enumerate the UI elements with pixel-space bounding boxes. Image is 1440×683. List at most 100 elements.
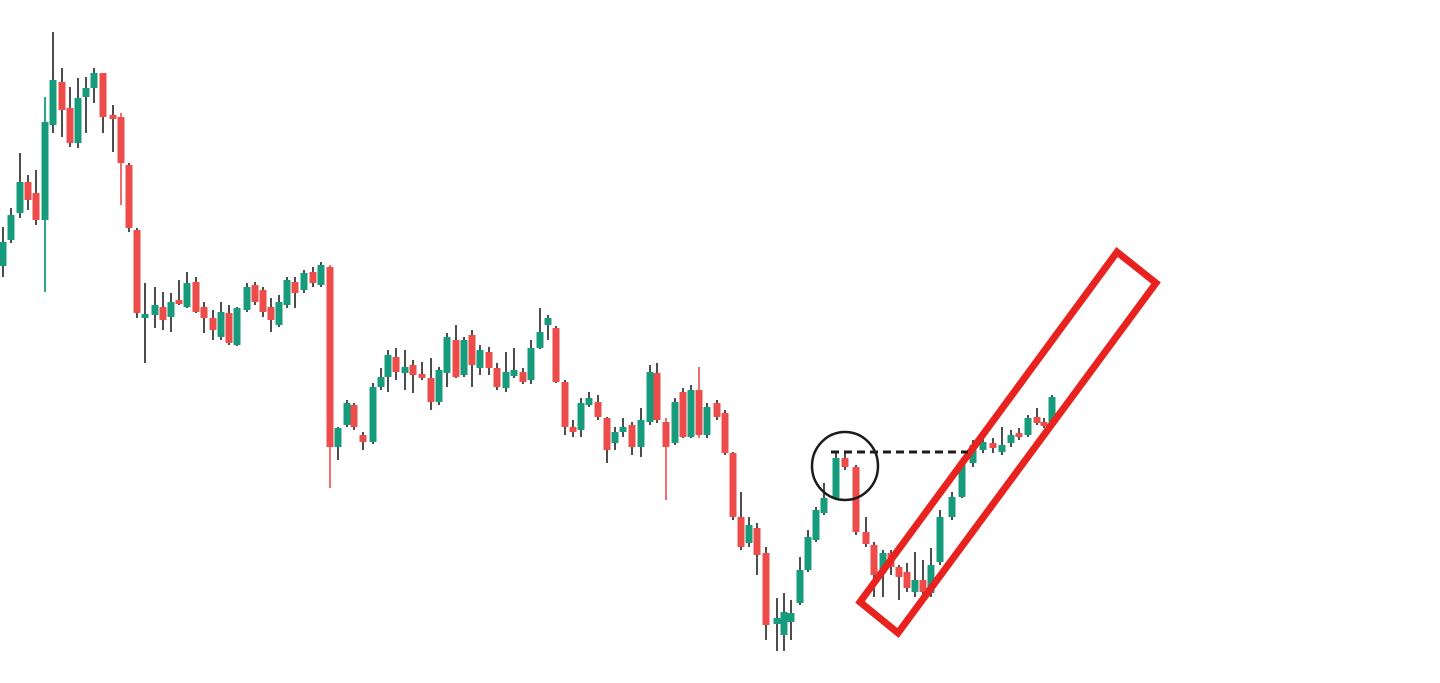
candle-body bbox=[251, 285, 259, 302]
candle-body bbox=[662, 422, 670, 447]
candle-body bbox=[671, 402, 679, 443]
candle-body bbox=[841, 458, 849, 467]
candle-body bbox=[737, 517, 745, 547]
candle-body bbox=[300, 273, 308, 290]
candle-down bbox=[679, 388, 687, 438]
candle-down bbox=[903, 563, 911, 592]
candle-down bbox=[359, 432, 367, 450]
candle-up bbox=[167, 293, 175, 332]
candle-body bbox=[109, 115, 117, 119]
candle-down bbox=[561, 380, 569, 435]
candle-body bbox=[536, 332, 544, 348]
candle-down bbox=[862, 517, 870, 547]
candle-down bbox=[117, 113, 125, 205]
candle-body bbox=[401, 367, 409, 373]
candle-body bbox=[99, 73, 107, 117]
candle-body bbox=[577, 403, 585, 430]
candle-body bbox=[862, 532, 870, 544]
candle-body bbox=[334, 428, 342, 447]
candle-down bbox=[729, 452, 737, 520]
candle-body bbox=[895, 567, 903, 577]
candle-down bbox=[713, 400, 721, 420]
candle-body bbox=[870, 545, 878, 575]
candle-down bbox=[493, 363, 501, 390]
candle-body bbox=[159, 307, 167, 320]
candle-body bbox=[958, 463, 966, 497]
candle-down bbox=[418, 362, 426, 380]
candle-body bbox=[852, 467, 860, 532]
candle-body bbox=[125, 165, 133, 228]
candle-down bbox=[1033, 408, 1041, 425]
candle-up bbox=[1024, 415, 1032, 437]
candle-body bbox=[703, 407, 711, 435]
candle-down bbox=[175, 280, 183, 305]
candle-down bbox=[200, 302, 208, 333]
candle-body bbox=[1024, 418, 1032, 435]
candle-body bbox=[502, 372, 510, 388]
candle-down bbox=[653, 363, 661, 423]
candle-down bbox=[841, 453, 849, 470]
candle-body bbox=[1015, 433, 1023, 437]
candle-body bbox=[585, 398, 593, 405]
candle-body bbox=[267, 307, 275, 320]
candle-body bbox=[0, 242, 7, 266]
candle-up bbox=[611, 427, 619, 450]
candle-down bbox=[326, 265, 334, 488]
candle-body bbox=[476, 350, 484, 368]
candle-body bbox=[812, 510, 820, 540]
candle-up bbox=[544, 315, 552, 340]
candle-up bbox=[377, 368, 385, 390]
candle-up bbox=[936, 510, 944, 565]
candle-down bbox=[695, 367, 703, 438]
candle-body bbox=[317, 265, 325, 285]
candle-body bbox=[780, 612, 788, 635]
candle-up bbox=[82, 77, 90, 133]
candle-up bbox=[787, 600, 795, 640]
candle-up bbox=[141, 283, 149, 363]
candle-down bbox=[192, 277, 200, 313]
candle-body bbox=[175, 300, 183, 304]
candle-body bbox=[1033, 417, 1041, 423]
candle-up bbox=[911, 552, 919, 597]
candle-body bbox=[141, 314, 149, 318]
candle-body bbox=[773, 618, 781, 624]
candle-body bbox=[510, 370, 518, 376]
candle-body bbox=[452, 340, 460, 377]
candle-down bbox=[594, 395, 602, 420]
candle-body bbox=[979, 442, 987, 450]
candle-body bbox=[326, 267, 334, 447]
candle-down bbox=[409, 360, 417, 393]
candle-body bbox=[209, 318, 217, 330]
candle-body bbox=[628, 425, 636, 447]
candle-body bbox=[1040, 422, 1048, 426]
candle-down bbox=[569, 420, 577, 437]
candle-body bbox=[58, 82, 66, 110]
candle-body bbox=[384, 355, 392, 377]
candle-down bbox=[66, 87, 74, 147]
candle-body bbox=[82, 88, 90, 97]
candle-body bbox=[936, 517, 944, 562]
candle-down bbox=[392, 348, 400, 380]
candle-up bbox=[90, 68, 98, 103]
candle-up bbox=[401, 350, 409, 390]
candle-up bbox=[384, 350, 392, 392]
candle-up bbox=[0, 227, 7, 277]
candle-up bbox=[74, 78, 82, 148]
candle-up bbox=[832, 452, 840, 500]
candle-body bbox=[24, 182, 32, 200]
candle-body bbox=[192, 282, 200, 312]
candle-body bbox=[259, 290, 267, 312]
candle-down bbox=[99, 73, 107, 133]
candle-body bbox=[544, 318, 552, 325]
candle-up bbox=[16, 153, 24, 218]
candle-body bbox=[117, 117, 125, 163]
candle-body bbox=[41, 122, 49, 220]
candle-body bbox=[7, 215, 15, 240]
candle-up bbox=[233, 307, 241, 346]
candle-down bbox=[133, 228, 141, 318]
candle-body bbox=[49, 80, 57, 125]
candle-body bbox=[275, 302, 283, 325]
candle-up bbox=[687, 385, 695, 438]
candle-body bbox=[745, 525, 753, 543]
candle-down bbox=[209, 310, 217, 340]
